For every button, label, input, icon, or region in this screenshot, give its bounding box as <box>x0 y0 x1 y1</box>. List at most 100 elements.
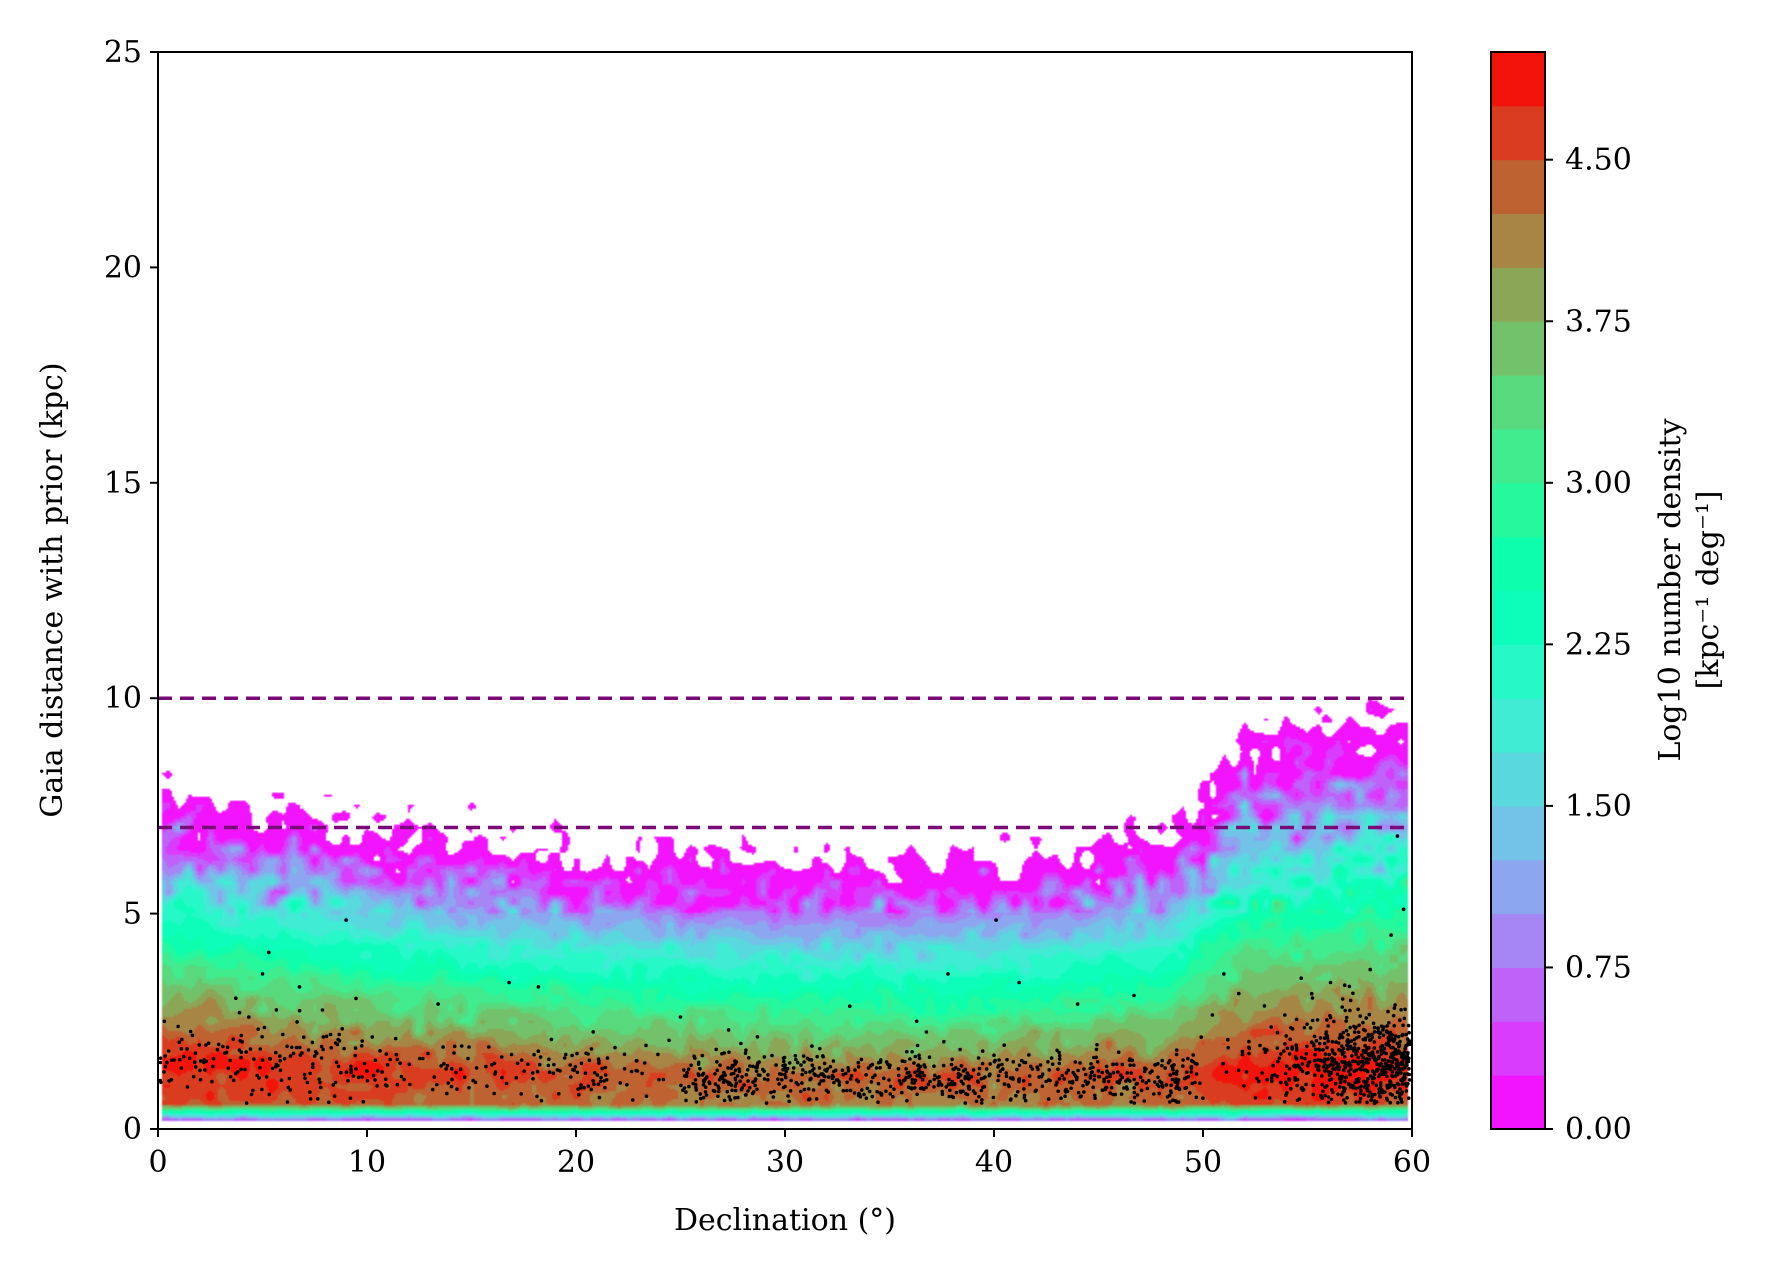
scatter-point <box>932 1077 936 1082</box>
scatter-point <box>177 1040 181 1045</box>
scatter-point <box>1379 1061 1383 1066</box>
scatter-point <box>247 1015 251 1019</box>
colorbar-frame <box>1490 51 1546 1130</box>
scatter-point <box>907 1074 912 1079</box>
scatter-point <box>1390 1060 1395 1065</box>
scatter-point <box>1128 1079 1132 1083</box>
scatter-point <box>1173 1099 1178 1103</box>
scatter-point <box>1116 1050 1121 1054</box>
scatter-point <box>928 1079 932 1084</box>
scatter-point <box>830 1076 835 1081</box>
scatter-point <box>739 1087 744 1092</box>
scatter-point <box>1293 1075 1297 1080</box>
scatter-point <box>519 1058 524 1062</box>
scatter-point <box>748 1085 752 1090</box>
scatter-point <box>1352 1049 1356 1053</box>
scatter-point <box>260 1087 264 1092</box>
colorbar-level <box>1491 913 1545 968</box>
scatter-point <box>983 1075 987 1079</box>
scatter-point <box>996 1065 1000 1069</box>
scatter-point <box>432 1075 437 1079</box>
scatter-point <box>1358 1014 1362 1018</box>
scatter-point <box>979 1088 984 1093</box>
scatter-point <box>185 1085 190 1089</box>
scatter-point <box>1294 1043 1299 1047</box>
scatter-point <box>698 1096 703 1101</box>
scatter-point <box>354 1067 358 1071</box>
scatter-point <box>514 1075 519 1080</box>
colorbar-level <box>1491 267 1545 322</box>
scatter-point <box>308 1090 312 1094</box>
scatter-point <box>354 996 358 1001</box>
scatter-point <box>1334 1040 1338 1044</box>
scatter-point <box>1346 1044 1351 1048</box>
scatter-point <box>814 1097 819 1101</box>
scatter-point <box>1156 1075 1160 1080</box>
scatter-point <box>236 1070 240 1074</box>
scatter-point <box>1347 984 1352 989</box>
scatter-point <box>342 1046 346 1051</box>
scatter-point <box>1088 1076 1093 1080</box>
scatter-point <box>1353 1092 1358 1096</box>
scatter-point <box>1375 1062 1379 1066</box>
scatter-point <box>815 1054 819 1059</box>
scatter-point <box>837 1083 842 1087</box>
scatter-point <box>1311 1092 1316 1097</box>
scatter-point <box>1067 1080 1072 1084</box>
scatter-point <box>485 1084 489 1088</box>
scatter-point <box>1318 1058 1322 1063</box>
scatter-point <box>385 1063 390 1067</box>
scatter-point <box>1388 1100 1392 1105</box>
scatter-point <box>1372 1030 1377 1034</box>
scatter-point <box>1276 1059 1280 1064</box>
scatter-point <box>1399 1071 1403 1075</box>
scatter-point <box>906 1085 911 1089</box>
scatter-point <box>1170 1077 1175 1082</box>
scatter-point <box>1165 1095 1170 1099</box>
scatter-point <box>1300 1069 1305 1074</box>
scatter-point <box>535 1094 539 1099</box>
scatter-point <box>1282 1100 1287 1104</box>
scatter-point <box>994 918 998 922</box>
colorbar-level <box>1491 644 1545 699</box>
scatter-point <box>755 1065 759 1070</box>
colorbar-tick-label: 0.00 <box>1565 1112 1632 1147</box>
scatter-point <box>515 1061 520 1066</box>
scatter-point <box>290 1045 294 1050</box>
scatter-point <box>185 1047 189 1051</box>
scatter-point <box>726 1066 730 1070</box>
scatter-point <box>892 1087 896 1091</box>
scatter-point <box>239 1050 244 1054</box>
scatter-point <box>785 1066 790 1071</box>
scatter-point <box>1226 1037 1230 1042</box>
scatter-point <box>471 1078 476 1083</box>
scatter-point <box>1105 1075 1109 1079</box>
scatter-point <box>1365 1100 1369 1105</box>
scatter-point <box>888 1084 893 1089</box>
y-tick-label: 20 <box>104 250 142 285</box>
scatter-point <box>597 1059 601 1063</box>
scatter-point <box>1357 1100 1362 1104</box>
scatter-point <box>762 1069 766 1074</box>
scatter-point <box>810 1044 814 1048</box>
scatter-point <box>1396 1034 1401 1039</box>
scatter-point <box>1390 1033 1394 1037</box>
scatter-point <box>1393 1034 1398 1038</box>
colorbar-level <box>1491 967 1545 1022</box>
scatter-point <box>822 1074 826 1078</box>
scatter-point <box>884 1089 888 1094</box>
scatter-point <box>198 1059 203 1063</box>
scatter-point <box>1282 1049 1286 1053</box>
scatter-point <box>1366 1060 1370 1065</box>
scatter-point <box>274 1062 279 1067</box>
scatter-point <box>923 1065 927 1069</box>
scatter-point <box>756 1073 761 1077</box>
scatter-point <box>393 1036 398 1041</box>
scatter-point <box>1387 1021 1391 1025</box>
scatter-point <box>1292 1063 1297 1068</box>
scatter-point <box>1096 1069 1101 1073</box>
scatter-point <box>777 1072 782 1076</box>
scatter-point <box>353 1053 358 1058</box>
scatter-point <box>1405 1052 1410 1056</box>
scatter-point <box>1378 1086 1383 1091</box>
